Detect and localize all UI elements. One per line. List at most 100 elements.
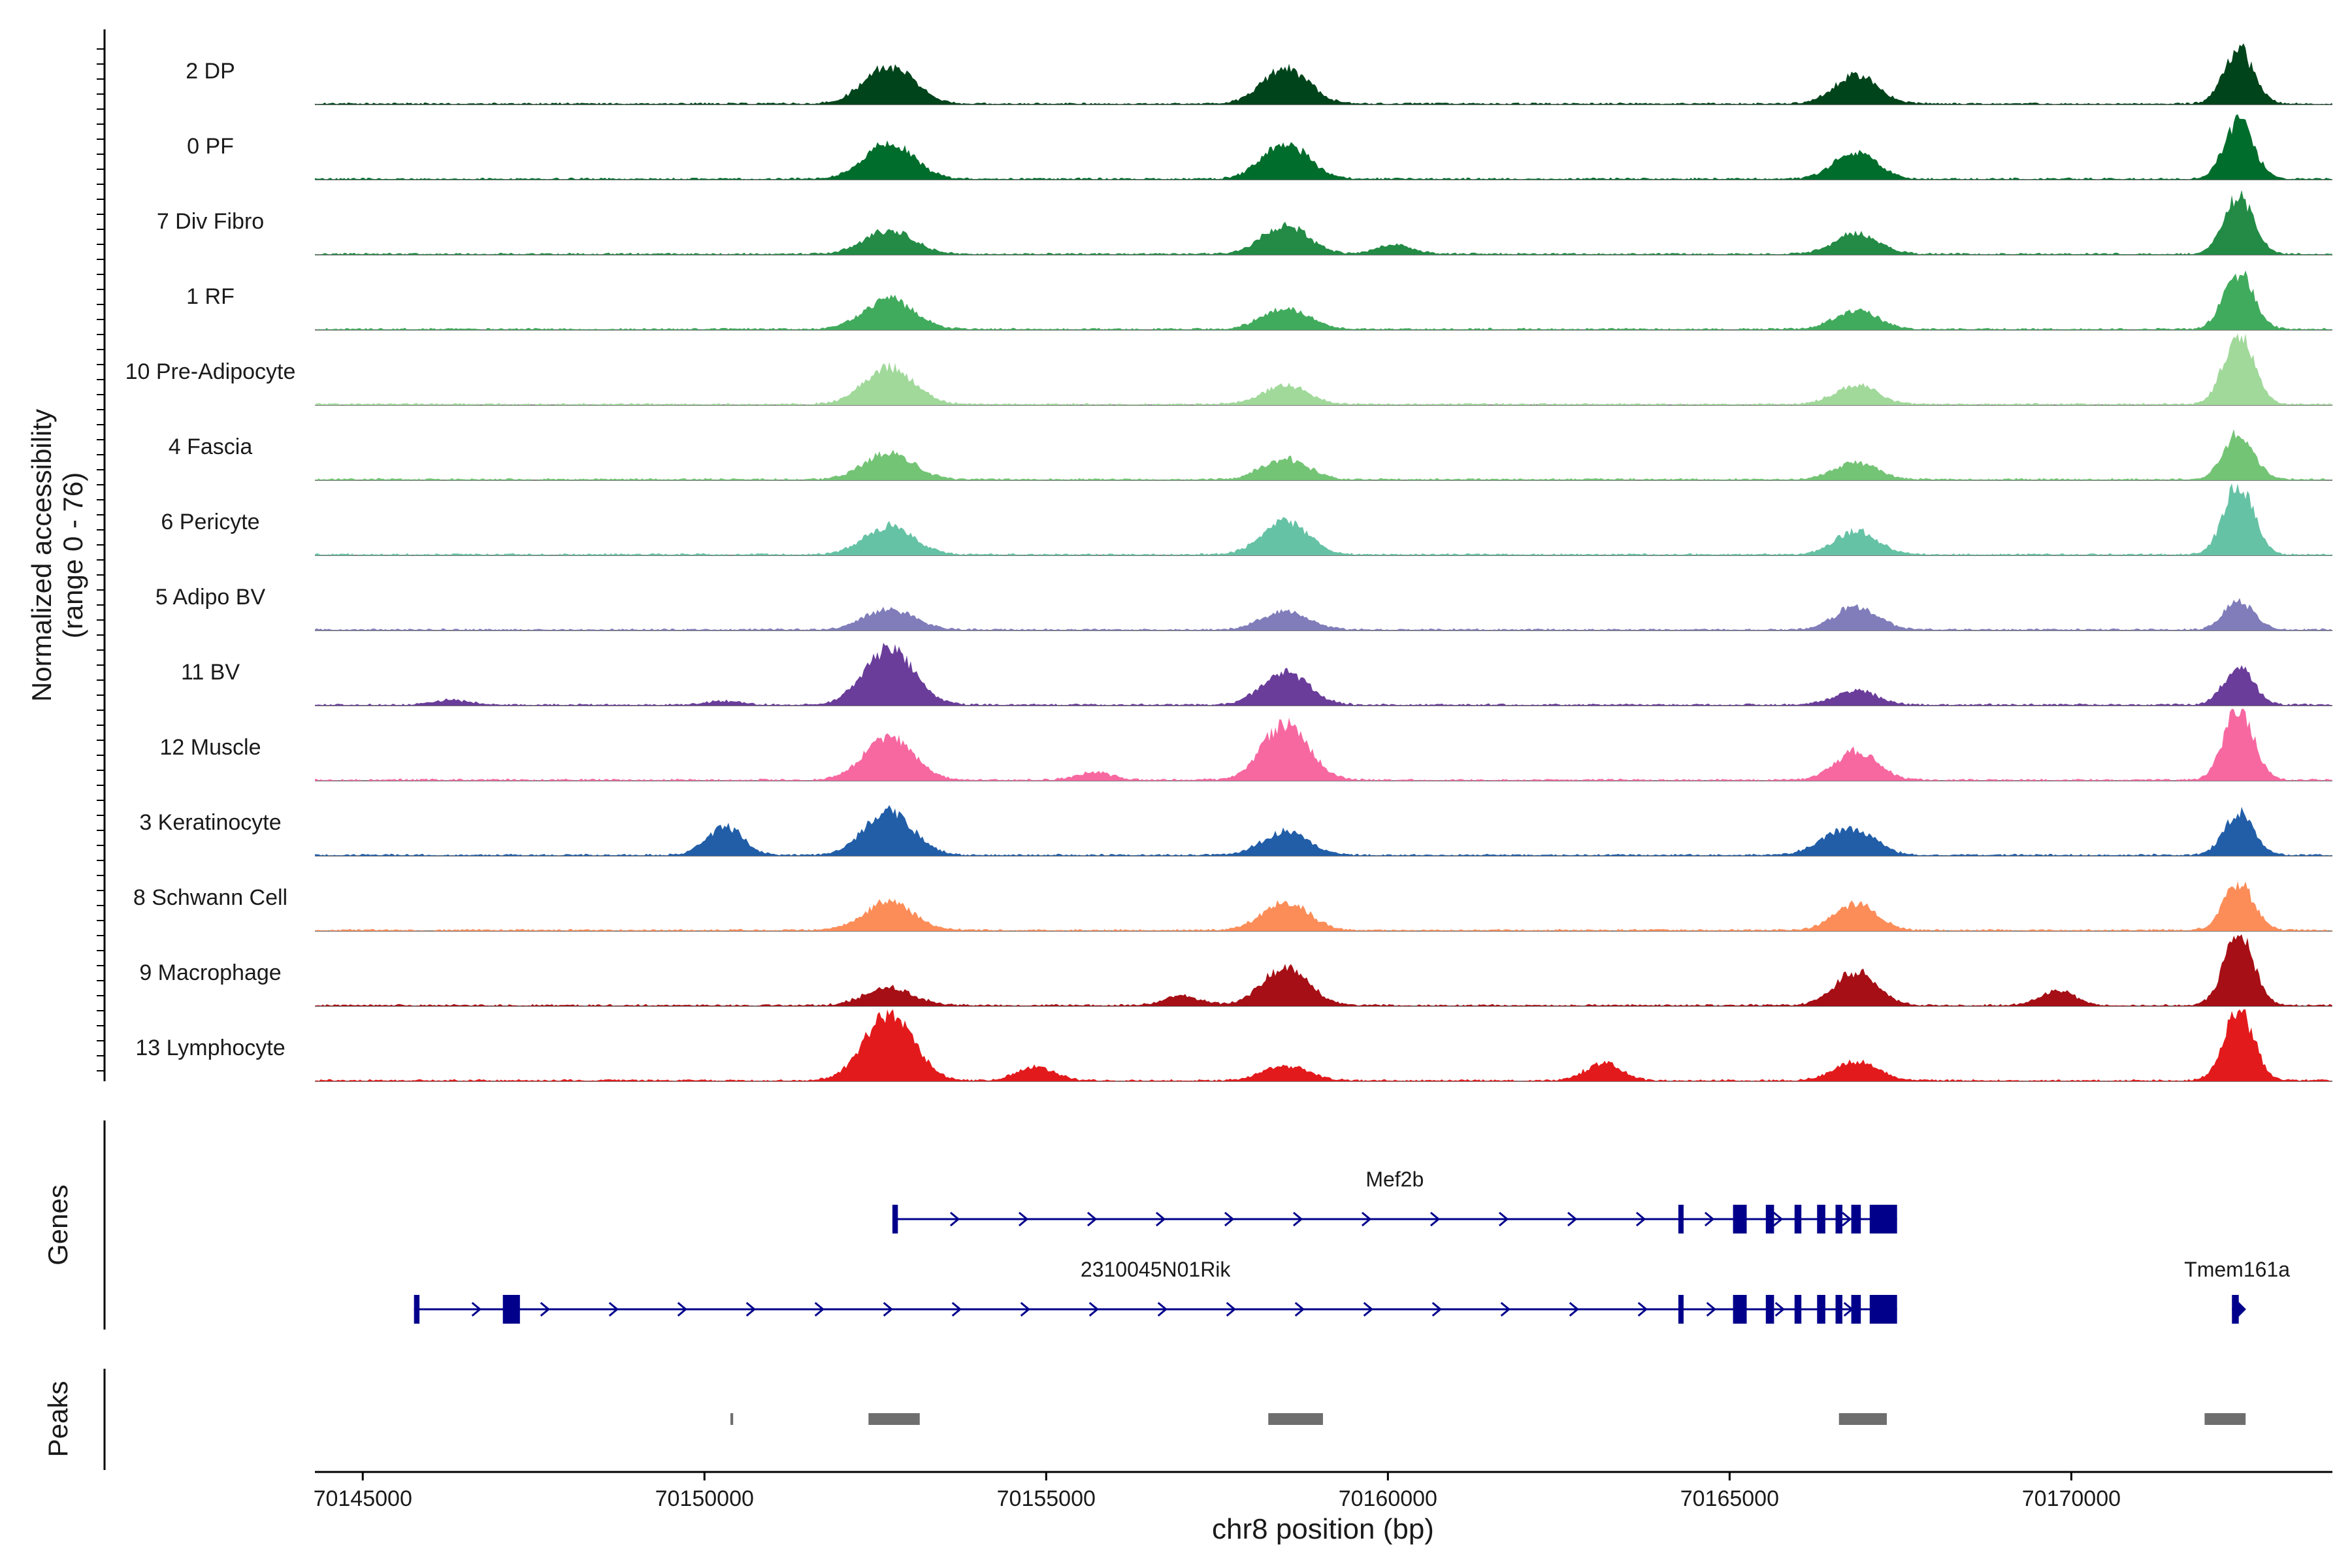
gene-exon <box>1869 1205 1897 1233</box>
gene-name: Tmem161a <box>2184 1258 2290 1281</box>
strand-arrow <box>1226 1301 1237 1317</box>
track-label: 1 RF <box>186 284 235 309</box>
gene-models: Mef2b 2310045N01Rik Tmem161a <box>414 1168 2290 1324</box>
x-tick-label: 70150000 <box>655 1486 754 1511</box>
gene-exon <box>1733 1295 1747 1324</box>
peak-regions <box>730 1413 2246 1425</box>
strand-arrow <box>1498 1211 1509 1227</box>
track-label: 7 Div Fibro <box>157 209 264 234</box>
gene-exon <box>1835 1205 1842 1233</box>
gene-exon <box>1817 1205 1825 1233</box>
strand-arrow <box>1155 1211 1166 1227</box>
gene-exon <box>1835 1295 1842 1324</box>
gene-exon <box>1765 1205 1774 1233</box>
coverage-track: 13 Lymphocyte <box>135 1009 2332 1082</box>
gene-exon <box>1817 1295 1825 1324</box>
track-label: 4 Fascia <box>169 434 253 459</box>
coverage-area <box>315 805 2332 856</box>
coverage-track: 6 Pericyte <box>161 483 2332 556</box>
gene-exon <box>1794 1205 1802 1233</box>
coverage-track: 0 PF <box>187 114 2332 180</box>
strand-arrow <box>1088 1301 1100 1317</box>
strand-arrow <box>1841 1211 1852 1227</box>
strand-arrow <box>1569 1301 1580 1317</box>
peaks-panel-label: Peaks <box>42 1381 73 1458</box>
strand-arrow <box>814 1301 825 1317</box>
strand-arrow <box>1363 1301 1374 1317</box>
coverage-track: 11 BV <box>181 642 2332 706</box>
strand-arrow <box>1224 1211 1235 1227</box>
gene-model: 2310045N01Rik <box>414 1258 1897 1324</box>
gene-name: 2310045N01Rik <box>1081 1258 1232 1281</box>
coverage-track: 5 Adipo BV <box>155 585 2332 631</box>
track-label: 2 DP <box>186 59 235 84</box>
coverage-area <box>315 598 2332 630</box>
strand-arrow <box>677 1301 688 1317</box>
strand-arrow <box>1086 1211 1098 1227</box>
gene-exon <box>2232 1295 2239 1324</box>
peak-region <box>1838 1413 1887 1425</box>
x-tick-label: 70170000 <box>2022 1486 2121 1511</box>
coverage-area <box>315 881 2332 931</box>
strand-arrow <box>1361 1211 1372 1227</box>
track-label: 0 PF <box>187 134 234 159</box>
peak-region <box>1268 1413 1323 1425</box>
strand-arrow <box>1157 1301 1168 1317</box>
genes-panel: Genes Mef2b 2310045N01Rik Tmem161a <box>42 1120 2290 1330</box>
gene-exon <box>1765 1295 1774 1324</box>
gene-name: Mef2b <box>1365 1168 1424 1191</box>
strand-arrow <box>1704 1211 1715 1227</box>
track-label: 13 Lymphocyte <box>135 1036 285 1060</box>
gene-exon <box>414 1295 420 1324</box>
peaks-panel: Peaks <box>42 1369 2246 1470</box>
strand-arrow <box>2238 1301 2246 1317</box>
coverage-track: 8 Schwann Cell <box>133 881 2332 932</box>
strand-arrow <box>540 1301 551 1317</box>
genes-panel-label: Genes <box>42 1184 73 1266</box>
track-label: 5 Adipo BV <box>155 585 266 610</box>
strand-arrow <box>1018 1211 1029 1227</box>
gene-exon <box>892 1205 898 1233</box>
x-tick-label: 70160000 <box>1339 1486 1437 1511</box>
strand-arrow <box>1706 1301 1717 1317</box>
x-tick-label: 70155000 <box>997 1486 1096 1511</box>
track-label: 8 Schwann Cell <box>133 885 287 910</box>
gene-exon <box>1678 1295 1684 1324</box>
gene-exon <box>1733 1205 1747 1233</box>
gene-exon <box>1851 1205 1861 1233</box>
x-tick-label: 70165000 <box>1680 1486 1779 1511</box>
gene-exon <box>502 1295 520 1324</box>
coverage-track: 10 Pre-Adipocyte <box>125 333 2332 406</box>
gene-exon <box>1794 1295 1802 1324</box>
track-label: 3 Keratinocyte <box>139 810 281 835</box>
x-axis-label: chr8 position (bp) <box>1212 1513 1434 1545</box>
coverage-y-ticks <box>97 48 105 1071</box>
strand-arrow <box>471 1301 482 1317</box>
strand-arrow <box>1294 1301 1305 1317</box>
gene-exon <box>1851 1295 1861 1324</box>
coverage-track: 1 RF <box>186 270 2332 331</box>
strand-arrow <box>608 1301 619 1317</box>
peak-region <box>730 1413 734 1425</box>
coverage-panel: Normalized accessibility (range 0 - 76) … <box>26 29 2332 1082</box>
strand-arrow <box>883 1301 894 1317</box>
gene-model: Tmem161a <box>2184 1258 2290 1324</box>
strand-arrow <box>1292 1211 1303 1227</box>
strand-arrow <box>1635 1211 1646 1227</box>
track-label: 11 BV <box>181 660 240 685</box>
strand-arrow <box>1429 1211 1441 1227</box>
x-tick-label: 70145000 <box>314 1486 412 1511</box>
coverage-track: 2 DP <box>186 43 2332 105</box>
coverage-track: 7 Div Fibro <box>157 189 2332 255</box>
gene-exon <box>1869 1295 1897 1324</box>
strand-arrow <box>1772 1211 1784 1227</box>
track-label: 6 Pericyte <box>161 510 259 534</box>
track-label: 9 Macrophage <box>139 960 281 985</box>
coverage-track: 4 Fascia <box>169 429 2332 481</box>
coverage-track: 3 Keratinocyte <box>139 805 2332 857</box>
coverage-tracks: 2 DP 0 PF 7 Div Fibro 1 RF 10 Pre-Adipocyte 4… <box>125 43 2332 1082</box>
peak-region <box>2204 1413 2246 1425</box>
track-label: 12 Muscle <box>160 735 261 760</box>
strand-arrow <box>1774 1301 1786 1317</box>
strand-arrow <box>1020 1301 1031 1317</box>
